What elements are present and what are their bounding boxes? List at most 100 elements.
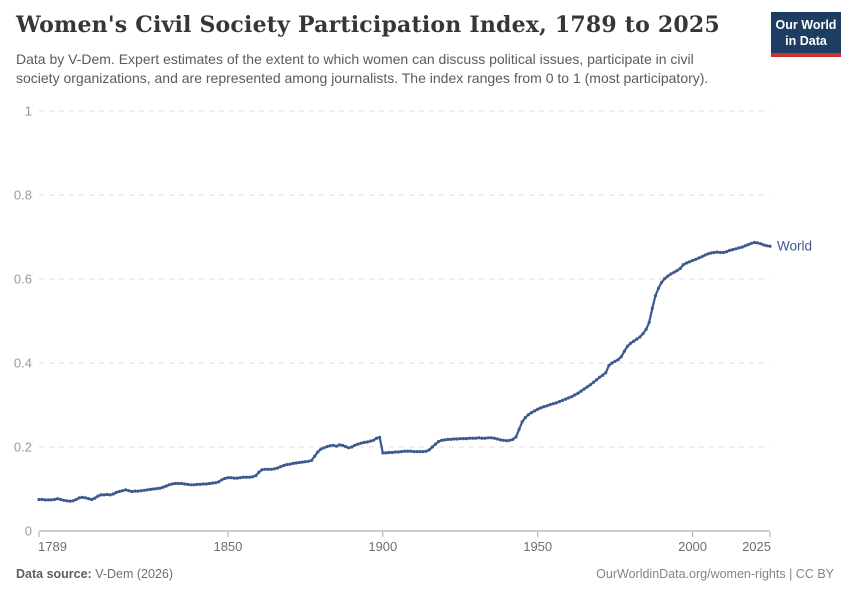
data-point[interactable]	[210, 481, 215, 485]
data-point[interactable]	[523, 416, 527, 420]
data-point[interactable]	[622, 349, 627, 353]
data-point[interactable]	[406, 449, 410, 453]
data-point[interactable]	[375, 436, 379, 440]
data-point[interactable]	[743, 244, 747, 248]
data-point[interactable]	[142, 488, 146, 492]
data-point[interactable]	[474, 436, 478, 440]
data-point[interactable]	[121, 489, 125, 493]
data-point[interactable]	[508, 438, 512, 442]
data-point[interactable]	[737, 246, 741, 250]
data-point[interactable]	[437, 439, 441, 444]
data-point[interactable]	[455, 437, 459, 441]
data-point[interactable]	[536, 407, 540, 411]
data-point[interactable]	[269, 467, 273, 471]
data-point[interactable]	[752, 240, 757, 245]
data-point[interactable]	[170, 482, 174, 486]
data-point[interactable]	[681, 263, 685, 267]
data-point[interactable]	[616, 358, 620, 362]
data-point[interactable]	[362, 440, 366, 444]
data-point[interactable]	[533, 409, 537, 413]
data-point[interactable]	[672, 270, 676, 274]
data-point[interactable]	[461, 437, 465, 441]
data-point[interactable]	[498, 438, 503, 442]
data-point[interactable]	[313, 454, 317, 458]
data-point[interactable]	[74, 497, 78, 502]
attribution-link[interactable]: OurWorldinData.org/women-rights | CC BY	[596, 567, 834, 581]
data-point[interactable]	[560, 398, 565, 402]
data-point[interactable]	[164, 484, 168, 488]
data-point[interactable]	[409, 449, 413, 453]
data-point[interactable]	[145, 488, 149, 492]
data-point[interactable]	[291, 461, 295, 465]
data-point[interactable]	[40, 497, 44, 502]
data-point[interactable]	[300, 460, 304, 464]
data-point[interactable]	[111, 492, 115, 496]
data-point[interactable]	[675, 269, 679, 273]
data-point[interactable]	[198, 482, 202, 486]
data-point[interactable]	[294, 461, 298, 465]
data-point[interactable]	[495, 437, 499, 441]
data-point[interactable]	[251, 475, 255, 479]
data-point[interactable]	[282, 463, 286, 468]
data-point[interactable]	[480, 436, 484, 440]
data-point[interactable]	[285, 463, 289, 467]
data-point[interactable]	[192, 483, 196, 487]
data-point[interactable]	[666, 274, 670, 278]
data-point[interactable]	[114, 490, 118, 494]
data-point[interactable]	[579, 389, 583, 393]
data-point[interactable]	[124, 488, 128, 492]
data-point[interactable]	[71, 499, 75, 503]
data-point[interactable]	[303, 460, 307, 464]
series-label-world[interactable]: World	[777, 239, 812, 254]
data-point[interactable]	[415, 450, 419, 454]
data-point[interactable]	[148, 487, 153, 491]
data-point[interactable]	[526, 413, 531, 417]
data-point[interactable]	[703, 253, 707, 257]
data-point[interactable]	[656, 286, 661, 290]
data-point[interactable]	[728, 248, 732, 252]
data-point[interactable]	[322, 446, 326, 450]
data-point[interactable]	[341, 443, 345, 447]
data-point[interactable]	[477, 436, 481, 440]
data-point[interactable]	[458, 437, 462, 441]
data-point[interactable]	[734, 247, 738, 251]
data-point[interactable]	[505, 439, 509, 443]
data-point[interactable]	[706, 252, 710, 256]
data-point[interactable]	[715, 250, 719, 254]
data-point[interactable]	[207, 481, 211, 486]
data-point[interactable]	[183, 482, 187, 486]
data-point[interactable]	[176, 481, 180, 486]
data-point[interactable]	[678, 266, 682, 271]
data-point[interactable]	[412, 450, 416, 454]
data-point[interactable]	[90, 497, 94, 502]
data-point[interactable]	[226, 476, 230, 480]
data-point[interactable]	[297, 460, 301, 465]
data-point[interactable]	[384, 451, 388, 455]
data-point[interactable]	[647, 320, 651, 324]
data-point[interactable]	[195, 482, 199, 486]
data-point[interactable]	[344, 445, 348, 449]
data-point[interactable]	[694, 257, 698, 261]
data-point[interactable]	[746, 243, 750, 247]
data-point[interactable]	[65, 499, 69, 503]
data-point[interactable]	[517, 427, 521, 431]
data-point[interactable]	[59, 497, 63, 502]
data-point[interactable]	[56, 497, 60, 501]
data-point[interactable]	[594, 378, 599, 382]
data-point[interactable]	[607, 363, 611, 368]
data-point[interactable]	[83, 496, 88, 500]
data-point[interactable]	[136, 489, 140, 493]
data-point[interactable]	[316, 450, 320, 454]
data-point[interactable]	[49, 498, 54, 502]
data-point[interactable]	[635, 337, 639, 341]
data-point[interactable]	[653, 294, 658, 298]
data-point[interactable]	[613, 359, 617, 363]
data-point[interactable]	[598, 375, 602, 379]
data-point[interactable]	[452, 437, 456, 441]
data-point[interactable]	[266, 467, 270, 471]
data-point[interactable]	[306, 459, 311, 463]
data-point[interactable]	[749, 241, 754, 245]
data-point[interactable]	[718, 250, 723, 255]
data-point[interactable]	[328, 444, 332, 448]
data-point[interactable]	[241, 475, 245, 479]
